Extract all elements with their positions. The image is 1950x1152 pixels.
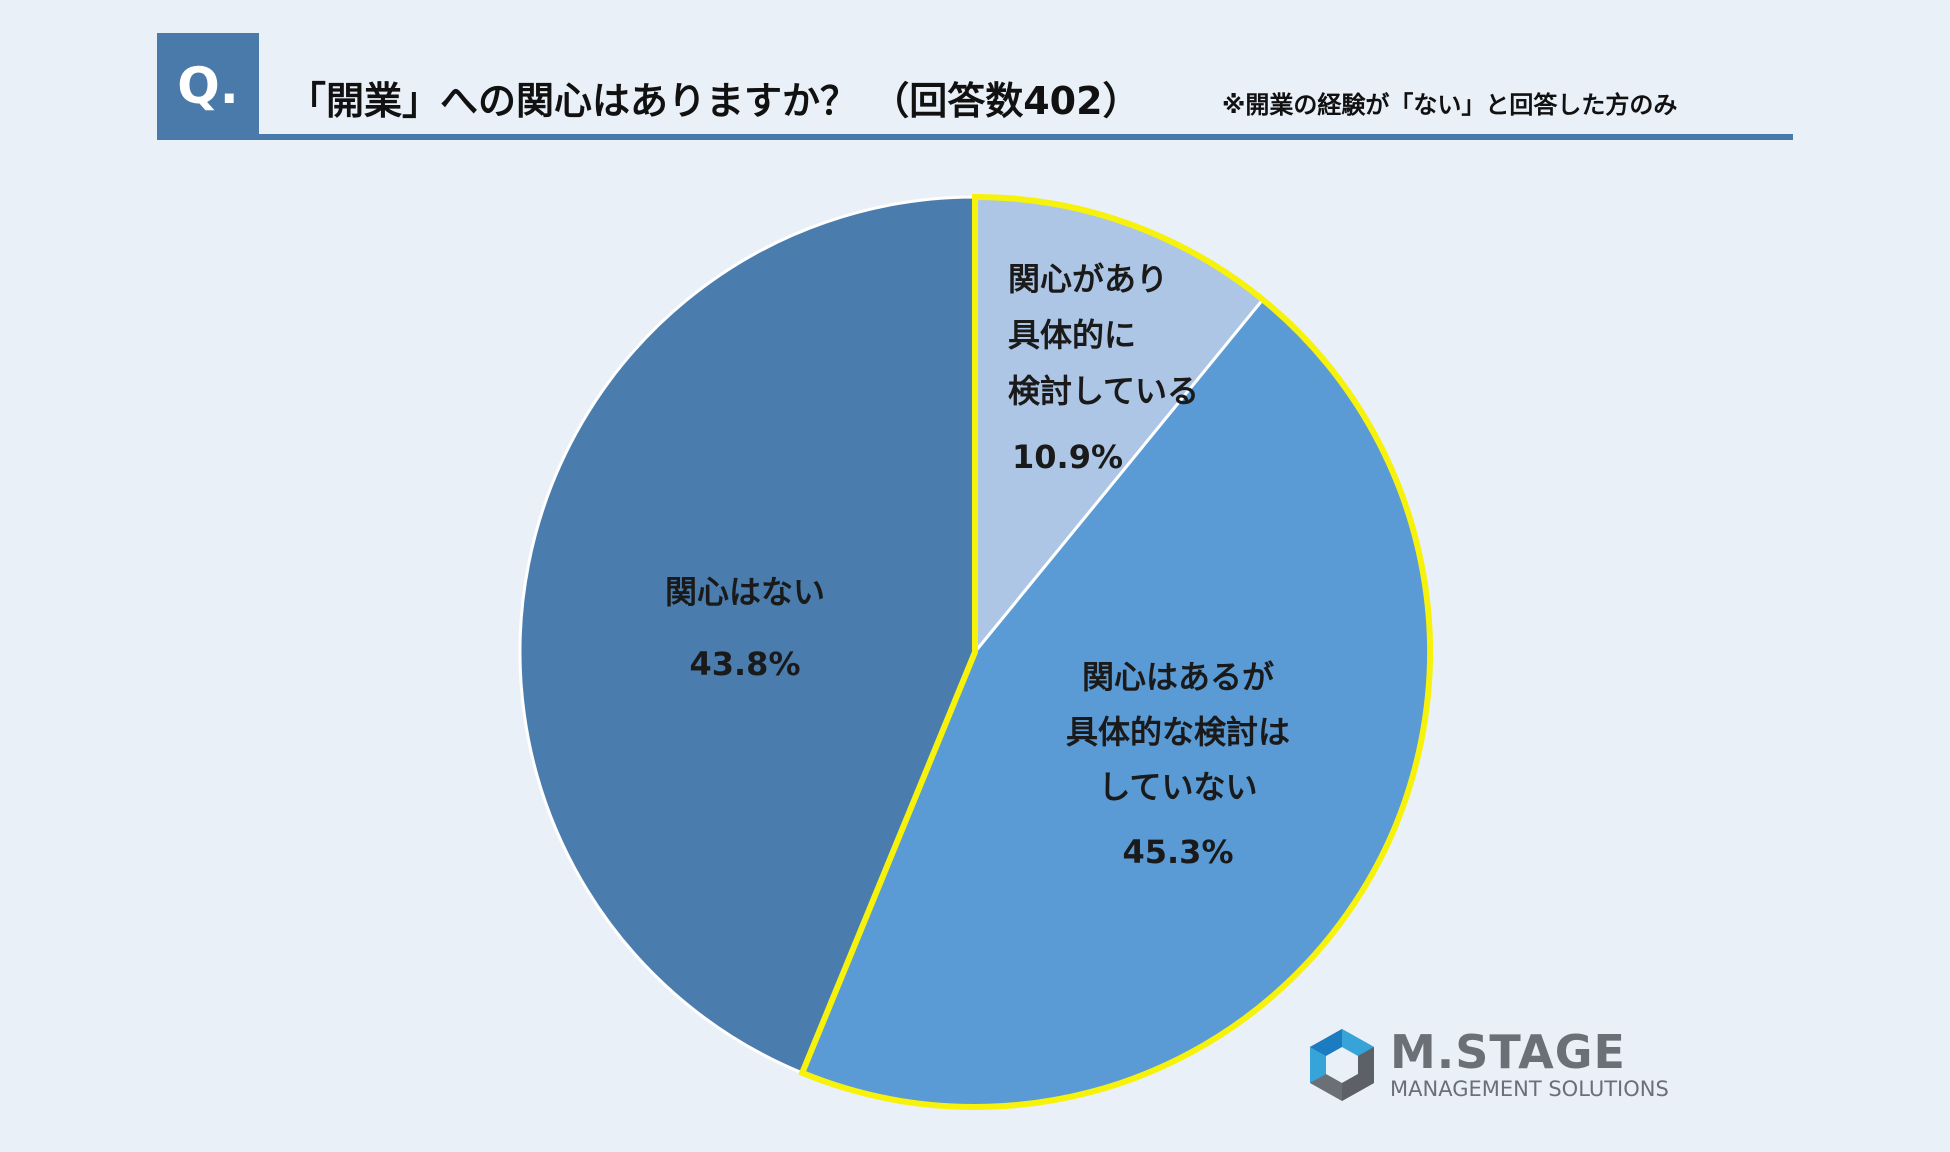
slice-2-label-line-1: 関心はあるが <box>1082 658 1274 696</box>
slice-1-label-line-2: 具体的に <box>1008 316 1136 354</box>
title-underline <box>157 134 1793 140</box>
chart-title: 「開業」への関心はありますか？ （回答数402） <box>288 79 1141 123</box>
respondent-note: ※開業の経験が「ない」と回答した方のみ <box>1222 91 1678 119</box>
hexagon-logo-icon <box>1310 1029 1374 1101</box>
slice-2-label-line-3: していない <box>1098 768 1257 806</box>
slice-2-value-label: 45.3% <box>1122 833 1233 871</box>
logo-subtitle: MANAGEMENT SOLUTIONS <box>1390 1077 1669 1101</box>
question-badge: Q. <box>157 33 259 139</box>
logo-name: M.STAGE <box>1390 1025 1626 1079</box>
slice-3-label-line-1: 関心はない <box>665 573 825 611</box>
pie-highlight-outlines <box>798 193 1433 1110</box>
slice-1-label-line-3: 検討している <box>1008 372 1199 410</box>
slice-1-value-label: 10.9% <box>1012 438 1123 476</box>
mstage-logo: M.STAGE MANAGEMENT SOLUTIONS <box>1302 1025 1722 1105</box>
highlight-outline <box>798 193 1433 1110</box>
slice-3-value-label: 43.8% <box>689 645 800 683</box>
pie-slice-3 <box>518 195 977 1075</box>
pie-slices <box>518 195 1432 1109</box>
slice-1-label-line-1: 関心があり <box>1008 260 1168 298</box>
slice-2-label-line-2: 具体的な検討は <box>1066 713 1290 751</box>
